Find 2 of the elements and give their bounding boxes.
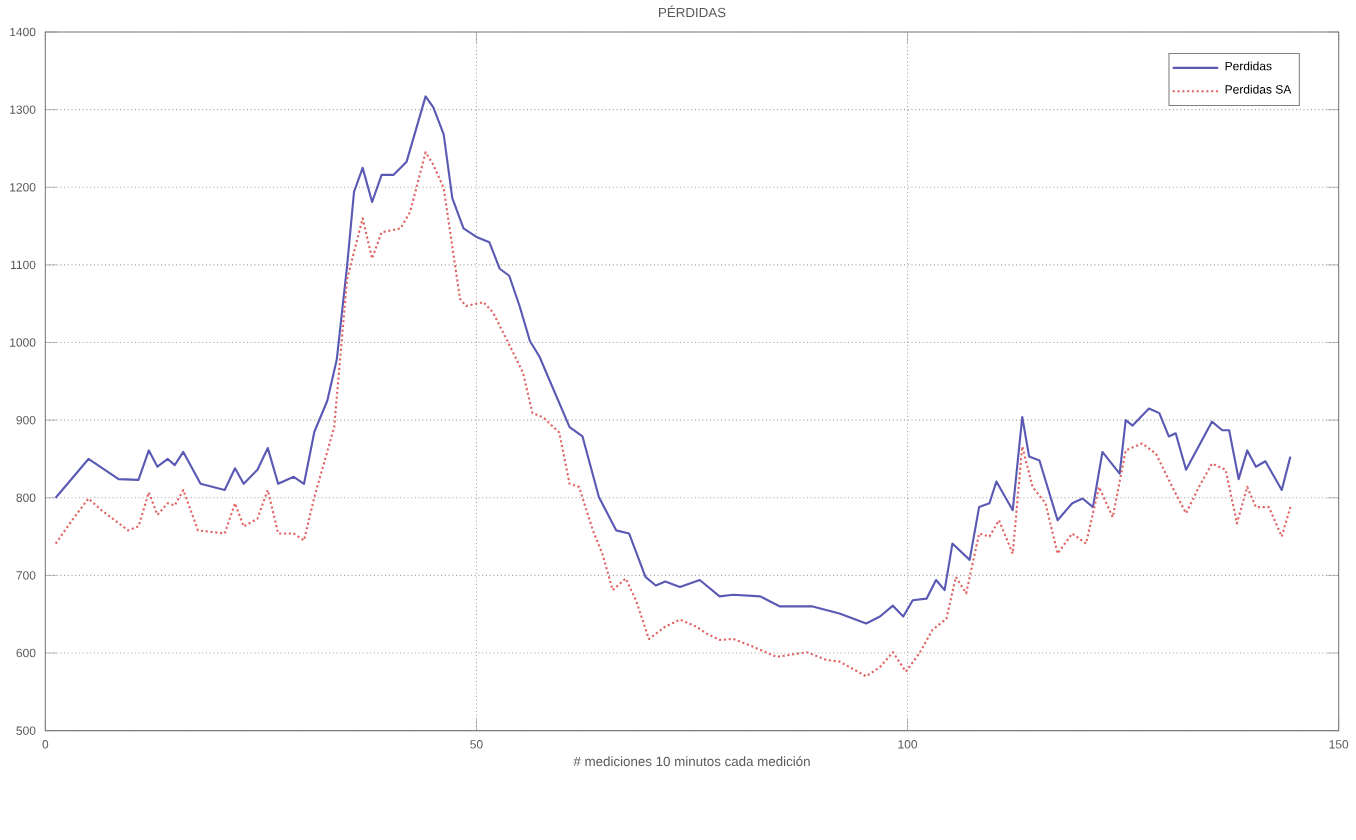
line-series	[54, 95, 1292, 625]
line-series	[54, 151, 1292, 678]
